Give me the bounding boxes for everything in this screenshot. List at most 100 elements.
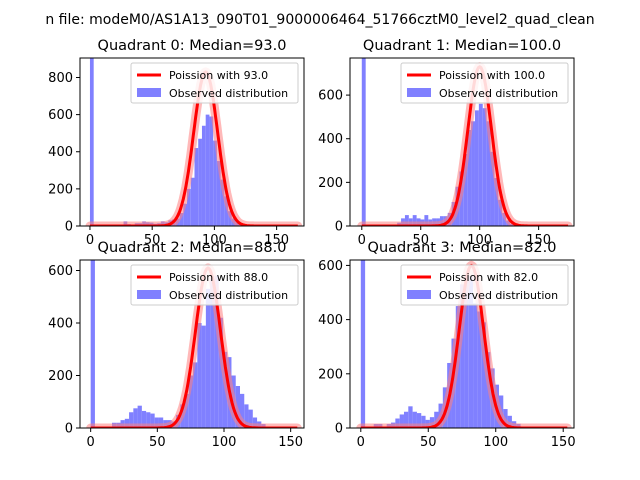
legend-label-poisson: Poission with 100.0: [439, 69, 545, 82]
y-tick-label: 200: [48, 369, 73, 384]
chart-panel-3: 0 50 100 150 0 200 400 600 Quadrant 3: Median=82…: [318, 240, 575, 450]
histogram-bar: [412, 215, 417, 226]
chart-title: Quadrant 1: Median=100.0: [363, 38, 561, 54]
legend-label-poisson: Poission with 88.0: [169, 271, 268, 284]
histogram-bar: [198, 138, 202, 226]
x-tick-label: 0: [86, 233, 94, 248]
y-tick-label: 800: [48, 71, 73, 86]
chart-title: Quadrant 3: Median=82.0: [368, 240, 557, 256]
x-tick-label: 50: [144, 233, 161, 248]
histogram-bar: [460, 284, 465, 428]
histogram-bar: [416, 413, 422, 428]
x-tick-label: 150: [278, 435, 303, 450]
y-tick-label: 0: [65, 422, 73, 437]
x-tick-label: 150: [526, 233, 551, 248]
y-tick-label: 200: [48, 182, 73, 197]
histogram-bar: [210, 278, 215, 428]
histogram-bar: [90, 260, 95, 428]
figure-suptitle: n file: modeM0/AS1A13_090T01_9000006464_…: [45, 12, 594, 28]
histogram-bar: [424, 215, 429, 226]
y-tick-label: 600: [48, 108, 73, 123]
histogram-bar: [248, 409, 253, 428]
x-tick-label: 50: [412, 233, 429, 248]
histogram-bar: [209, 116, 214, 226]
histogram-bar: [150, 413, 155, 428]
histogram-bar: [477, 311, 482, 428]
y-tick-label: 400: [48, 145, 73, 160]
legend-label-poisson: Poission with 93.0: [169, 69, 268, 82]
y-tick-label: 600: [318, 259, 343, 274]
histogram-bar: [240, 393, 245, 428]
histogram-bar: [421, 415, 426, 428]
histogram-bar: [502, 212, 507, 226]
legend-label-observed: Observed distribution: [169, 87, 288, 100]
legend-bar-swatch: [137, 290, 161, 299]
histogram-bar: [412, 411, 417, 428]
histogram-bar: [471, 121, 475, 226]
histogram-bar: [218, 317, 223, 428]
histogram-bar: [228, 211, 232, 226]
y-tick-label: 0: [335, 220, 343, 235]
y-tick-label: 400: [48, 317, 73, 332]
chart-panel-0: 0 50 100 150 0 200 400 600 800 Quadrant 0: Median…: [48, 38, 305, 248]
x-tick-label: 100: [202, 233, 227, 248]
histogram-bar: [468, 276, 474, 428]
chart-title: Quadrant 0: Median=93.0: [98, 38, 287, 54]
x-tick-label: 150: [264, 233, 289, 248]
legend-box: [400, 264, 569, 306]
legend: Poission with 88.0 Observed distribution: [130, 264, 299, 306]
legend-box: [130, 264, 299, 306]
histogram-bar: [201, 325, 206, 428]
plot-area: [86, 260, 302, 428]
histogram-bar: [193, 362, 198, 428]
histogram-bar: [220, 179, 225, 226]
histogram-bar: [124, 418, 130, 428]
histogram-bar: [481, 322, 487, 428]
y-tick-label: 600: [48, 264, 73, 279]
histogram-bar: [490, 151, 495, 226]
poisson-curve: [361, 65, 569, 226]
histogram-bar: [183, 203, 188, 226]
histogram-bar: [137, 405, 142, 428]
y-tick-label: 400: [318, 132, 343, 147]
x-tick-label: 0: [358, 233, 366, 248]
histogram-bar: [146, 412, 151, 428]
histogram-bar: [214, 275, 219, 428]
y-tick-label: 200: [318, 367, 343, 382]
panels: 0 50 100 150 0 200 400 600 800 Quadrant 0: Median…: [48, 38, 575, 450]
histogram-bar: [201, 125, 206, 226]
histogram-bar: [213, 140, 217, 226]
legend-bar-swatch: [407, 290, 431, 299]
x-tick-label: 50: [149, 435, 166, 450]
histogram-bar: [482, 108, 487, 226]
plot-area: [85, 58, 303, 226]
legend-label-observed: Observed distribution: [169, 289, 288, 302]
histogram-bar: [464, 276, 469, 428]
y-tick-label: 600: [318, 89, 343, 104]
legend-label-poisson: Poission with 82.0: [439, 271, 538, 284]
legend-label-observed: Observed distribution: [439, 289, 558, 302]
poisson-curve: [90, 266, 298, 428]
x-tick-label: 100: [483, 435, 508, 450]
histogram-bar: [158, 417, 164, 428]
histogram-bar: [507, 415, 512, 428]
histogram-bar: [361, 58, 366, 226]
histogram-bar: [474, 110, 479, 226]
chart-title: Quadrant 2: Median=88.0: [98, 240, 287, 256]
histogram-bar: [188, 375, 194, 428]
legend: Poission with 93.0 Observed distribution: [130, 62, 299, 104]
histogram-bar: [403, 411, 409, 428]
legend-box: [130, 62, 299, 104]
y-tick-label: 200: [318, 176, 343, 191]
y-tick-label: 0: [335, 422, 343, 437]
axes-frame: [79, 57, 305, 227]
x-tick-label: 100: [467, 233, 492, 248]
histogram-bar: [133, 408, 138, 428]
x-tick-label: 150: [551, 435, 576, 450]
histogram-bar: [184, 393, 189, 428]
histogram-bar: [224, 196, 229, 226]
histogram-bar: [197, 323, 202, 428]
plot-area: [357, 58, 573, 226]
chart-panel-1: 0 50 100 150 0 200 400 600 Quadrant 1: Median=10…: [318, 38, 575, 248]
histogram-bar: [473, 303, 478, 428]
